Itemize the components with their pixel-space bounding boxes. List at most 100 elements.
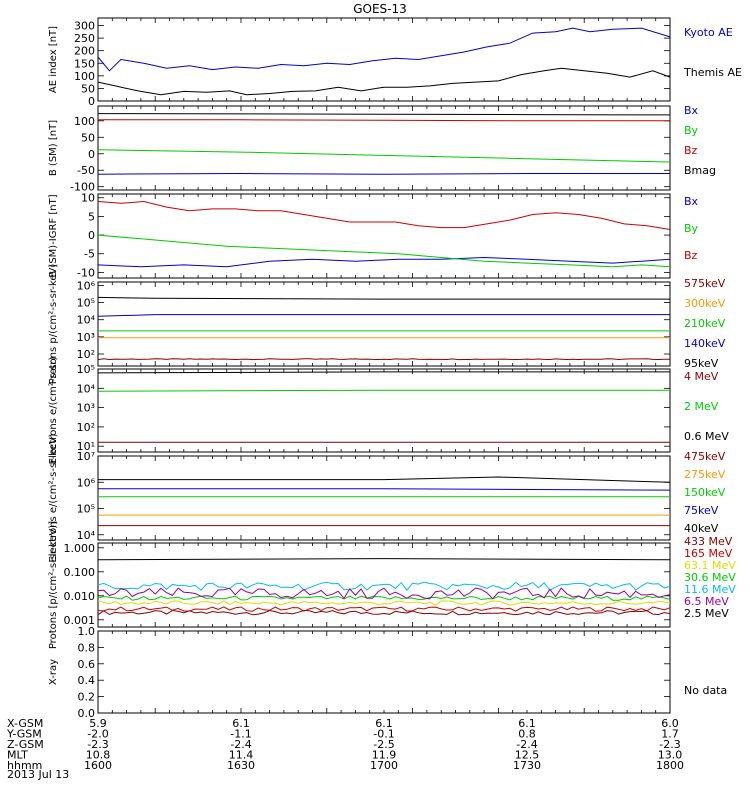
legend-Kyoto-AE: Kyoto AE [684,26,733,39]
y-tick-label: 10³ [77,402,95,415]
panel-frame [97,281,671,367]
footer-value: 1730 [513,759,541,772]
y-tick-label: 10² [77,348,95,361]
footer-value: 1700 [370,759,398,772]
series-line-Bx [97,256,671,268]
legend-475keV: 475keV [684,450,726,463]
y-tick-label: 10⁷ [77,450,95,463]
y-tick-label: 10⁵ [77,503,95,516]
y-tick-label: 1.0 [78,625,96,638]
footer-value: 1600 [84,759,112,772]
series-line-By [97,234,671,268]
figure-title: GOES-13 [353,2,407,16]
footer-value: -2.4 [230,738,251,751]
y-tick-label: 10² [77,421,95,434]
y-tick-label: 0.2 [78,691,96,704]
footer-value: 6.1 [518,717,536,730]
series-line-140keV [97,314,670,317]
legend-433-MeV: 433 MeV [684,535,733,548]
series-line-63.1-MeV [97,600,671,606]
legend-Themis-AE: Themis AE [683,66,742,79]
footer-value: -2.5 [373,738,394,751]
y-tick-label: 10⁶ [77,279,96,292]
y-axis-label: Protons p/(cm²-s-sr-keV) [48,264,59,385]
panel-xray: 0.0 0.2 0.4 0.6 0.8 1.0 X-ray No data [48,625,727,720]
series-line-433-MeV [97,609,671,616]
y-axis-label: Electrons e/(cm²-s-sr) [48,357,59,465]
legend-63.1-MeV: 63.1 MeV [684,559,736,572]
series-line-Kyoto-AE [97,27,671,72]
y-tick-label: 50 [81,82,95,95]
footer-value: 1.7 [661,728,679,741]
footer-value: 12.5 [515,749,540,762]
y-axis-label: AE index [nT] [48,26,59,93]
legend-75keV: 75keV [684,504,719,517]
legend-275keV: 275keV [684,468,726,481]
legend-Bx: Bx [684,104,699,117]
legend-6.5-MeV: 6.5 MeV [684,595,729,608]
y-tick-label: 0 [88,229,95,242]
series-line-0.6-MeV [97,371,670,374]
panel-frame [97,630,671,714]
legend-0.6-MeV: 0.6 MeV [684,430,729,443]
footer-row-label: hhmm [7,759,42,772]
y-tick-label: 0.0 [78,707,96,720]
y-axis-label: Electrons e/(cm²-s-sr-keV) [48,433,59,562]
series-line-75keV [98,488,671,491]
y-tick-label: 0.8 [78,641,96,654]
y-tick-label: -5 [84,248,95,261]
series-line-Bmag [97,113,671,116]
panel-protons1: 10² 10³ 10⁴ 10⁵ 10⁶ Protons p/(cm²-s-sr-keV) 5… [48,264,726,385]
y-tick-label: 10⁴ [77,529,96,542]
footer-value: -2.3 [659,738,680,751]
y-tick-label: 150 [74,57,95,70]
footer-value: 11.4 [229,749,254,762]
footer-value: 11.9 [372,749,397,762]
y-tick-label: 0.001 [64,614,96,627]
y-tick-label: 100 [74,115,95,128]
footer-value: -2.0 [87,728,108,741]
series-line-By [97,149,671,163]
series-line-Bx [97,172,670,175]
footer-value: 6.0 [661,717,679,730]
legend-140keV: 140keV [684,337,726,350]
y-tick-label: 5 [88,210,95,223]
y-tick-label: 10⁵ [77,297,95,310]
y-tick-label: 0.4 [78,674,96,687]
y-tick-label: 200 [74,45,95,58]
series-line-Bz [97,200,671,230]
y-tick-label: 250 [74,32,95,45]
series-line-2-MeV [97,389,670,392]
legend-575keV: 575keV [684,277,726,290]
footer-row-label: Y-GSM [6,728,42,741]
footer-value: 10.8 [86,749,111,762]
legend-30.6-MeV: 30.6 MeV [684,571,736,584]
panel-protons2: 0.001 0.010 0.100 1.000 Protons [p/(cm²-s-sr… [48,521,736,649]
y-tick-label: 1.000 [64,542,96,555]
y-tick-label: 0.100 [64,566,96,579]
y-axis-label: X-ray [48,659,59,685]
footer-value: -1.1 [230,728,251,741]
legend-Bmag: Bmag [684,164,716,177]
footer-row-label: X-GSM [7,717,43,730]
y-tick-label: 10¹ [77,440,95,453]
legend-2-MeV: 2 MeV [684,400,719,413]
y-tick-label: -50 [77,164,95,177]
legend-4-MeV: 4 MeV [684,370,719,383]
legend-Bz: Bz [684,249,698,262]
footer-value: 1630 [227,759,255,772]
y-tick-label: 0 [88,148,95,161]
footer-value: 6.1 [232,717,250,730]
series-line-40keV [98,476,671,483]
panel-bsm: -100 -50 0 50 100 B (SM) [nT] Bx By Bz Bmag [48,104,716,194]
panel-bigrf: -10 -5 0 5 10 B (SM)-IGRF [nT] Bx By Bz [48,192,699,280]
footer-value: 1800 [656,759,684,772]
footer-row-label: MLT [7,749,28,762]
footer-value: -2.4 [516,738,537,751]
footer-value: 0.8 [518,728,536,741]
series-line-11.6-MeV [97,581,671,592]
series-line-575keV [97,358,671,361]
series-line-95keV [97,296,670,300]
footer-axis-table: X-GSM 5.9 6.1 6.1 6.1 6.0 Y-GSM -2.0 -1.1 -0.1 0.8… [6,717,684,781]
